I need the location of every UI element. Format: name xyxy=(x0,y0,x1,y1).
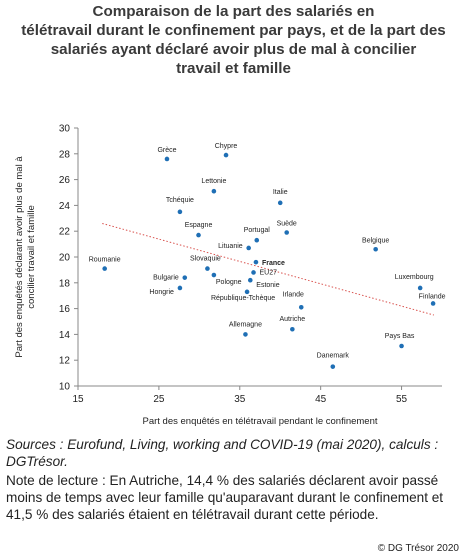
x-tick-label: 45 xyxy=(315,394,327,405)
title-line: travail et famille xyxy=(176,60,291,77)
copyright-credit: © DG Trésor 2020 xyxy=(377,543,459,554)
point-label: Chypre xyxy=(215,143,238,150)
data-point xyxy=(177,209,183,215)
y-tick-label: 10 xyxy=(59,382,71,393)
reading-note: Note de lecture : En Autriche, 14,4 % de… xyxy=(6,473,444,522)
point-label: Irlande xyxy=(283,291,305,298)
data-point xyxy=(246,245,251,251)
point-label: Italie xyxy=(273,189,288,196)
data-point xyxy=(373,246,378,252)
x-axis-title: Part des enquêtés en télétravail pendant… xyxy=(142,416,377,427)
sources-text: Sources : Eurofund, Living, working and … xyxy=(6,437,439,469)
point-label: Finlande xyxy=(419,293,446,300)
title-line: télétravail durant le confinement par pa… xyxy=(21,22,446,39)
point-label: France xyxy=(262,260,285,267)
point-label: Suède xyxy=(277,220,297,227)
data-point xyxy=(247,277,253,283)
data-point xyxy=(243,332,248,337)
data-point xyxy=(253,259,259,265)
data-point xyxy=(284,230,289,235)
data-point xyxy=(330,364,336,369)
data-point xyxy=(196,232,201,238)
point-label: Danemark xyxy=(317,353,350,360)
data-point xyxy=(211,272,217,278)
data-point xyxy=(399,343,404,349)
point-label: Bulgarie xyxy=(153,275,179,282)
data-point xyxy=(277,200,283,206)
title-line: salariés ayant déclaré avoir plus de mal… xyxy=(50,41,417,58)
point-label: Grèce xyxy=(157,147,176,154)
point-label: Portugal xyxy=(244,227,271,234)
y-axis-title: Part des enquêtés déclarant avoir plus d… xyxy=(14,156,25,358)
data-point xyxy=(205,266,210,271)
data-point xyxy=(182,275,188,280)
y-axis-title: concilier travail et famille xyxy=(26,205,37,308)
chart-svg: 10 12 14 16 18 20 22 24 26 28 30 15 25 35 45 55 Part des… xyxy=(14,124,446,428)
data-point xyxy=(102,266,107,271)
point-label: Allemagne xyxy=(229,321,262,328)
x-tick-label: 15 xyxy=(72,394,84,405)
data-point xyxy=(417,285,423,291)
point-label: Autriche xyxy=(280,316,306,323)
point-label: Belgique xyxy=(362,237,389,244)
title-line: Comparaison de la part des salariés en xyxy=(92,3,375,20)
trendline xyxy=(102,222,435,316)
point-label: Lettonie xyxy=(201,178,226,185)
y-tick-label: 18 xyxy=(59,278,71,289)
point-label: Lituanie xyxy=(218,243,243,250)
data-point xyxy=(290,326,295,332)
point-label: Espagne xyxy=(185,222,213,229)
y-tick-label: 26 xyxy=(59,175,71,186)
scatter-chart: 10 12 14 16 18 20 22 24 26 28 30 15 25 35 45 55 Part des… xyxy=(0,100,467,430)
y-tick-label: 24 xyxy=(59,201,71,212)
point-label: Roumanie xyxy=(89,257,121,264)
y-tick-label: 16 xyxy=(59,304,71,315)
chart-title: Comparaison de la part des salariés en t… xyxy=(0,2,467,78)
data-point xyxy=(177,285,183,291)
point-label: Luxembourg xyxy=(395,274,434,281)
data-point xyxy=(244,289,250,295)
data-point xyxy=(298,305,304,310)
y-tick-label: 30 xyxy=(59,124,71,135)
x-tick-label: 55 xyxy=(396,394,408,405)
point-label: Slovaquie xyxy=(190,256,221,263)
y-tick-label: 14 xyxy=(59,330,71,341)
data-point xyxy=(211,188,217,194)
y-tick-label: 22 xyxy=(59,227,71,238)
data-point xyxy=(254,237,260,243)
point-label: République-Tchèque xyxy=(211,295,275,302)
x-tick-label: 35 xyxy=(234,394,246,405)
data-point xyxy=(223,152,229,158)
y-tick-label: 12 xyxy=(59,356,71,367)
y-tick-label: 28 xyxy=(59,149,71,160)
y-tick-label: 20 xyxy=(59,253,71,264)
point-label: Pays Bas xyxy=(385,333,415,340)
point-label: Hongrie xyxy=(149,289,174,296)
point-label: EU27 xyxy=(260,269,278,276)
data-point xyxy=(164,156,170,162)
point-label: Pologne xyxy=(216,279,242,286)
data-point xyxy=(430,301,436,306)
data-point xyxy=(251,270,256,275)
point-label: Estonie xyxy=(256,282,279,289)
point-label: Tchéquie xyxy=(166,197,194,204)
x-tick-label: 25 xyxy=(153,394,165,405)
